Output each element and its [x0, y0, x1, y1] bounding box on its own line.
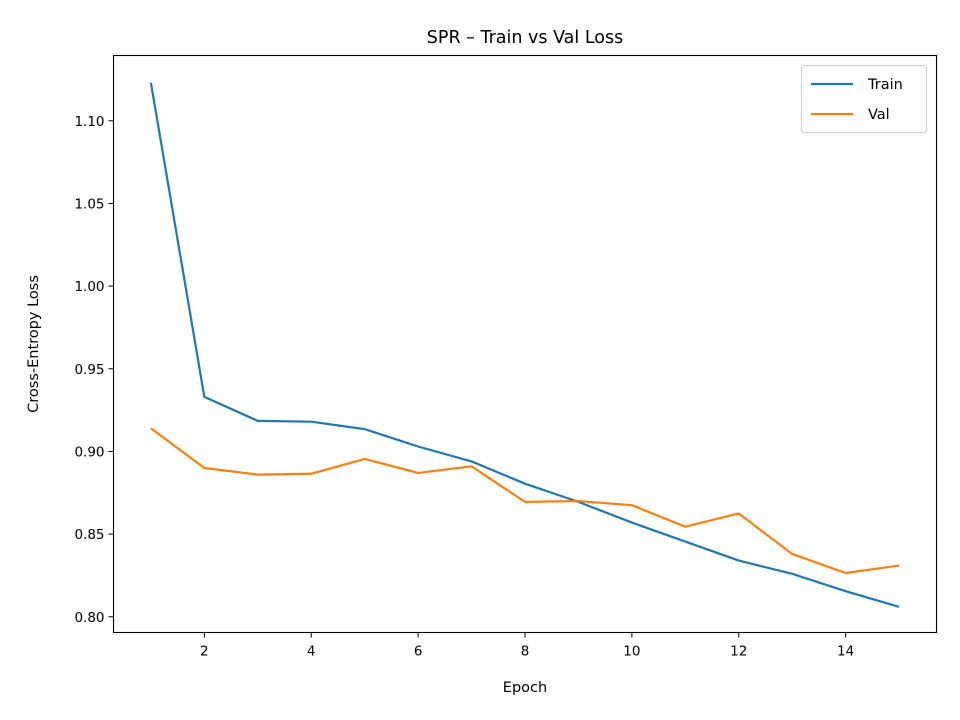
plot-series [149, 82, 900, 608]
x-axis: 2 4 6 8 10 12 14 [200, 632, 854, 660]
plot-area-frame [112, 54, 938, 634]
x-tick-label: 10 [623, 644, 640, 660]
y-tick-label: 0.85 [74, 527, 104, 543]
x-tick-label: 14 [837, 644, 854, 660]
x-axis-title: Epoch [503, 680, 547, 696]
legend-box [801, 65, 927, 133]
y-tick-label: 1.00 [74, 279, 104, 295]
chart-title: SPR – Train vs Val Loss [427, 28, 623, 48]
y-tick-label: 1.05 [74, 196, 104, 212]
legend: Train Val [801, 65, 927, 133]
x-tick-label: 8 [521, 644, 530, 660]
y-axis: 0.80 0.85 0.90 0.95 1.00 1.05 1.10 [74, 114, 114, 626]
y-tick-label: 0.95 [74, 362, 104, 378]
x-tick-label: 6 [414, 644, 423, 660]
x-tick-label: 4 [307, 644, 316, 660]
legend-label-train: Train [867, 77, 903, 93]
x-tick-label: 2 [200, 644, 209, 660]
series-line-val [150, 427, 900, 575]
y-tick-label: 0.90 [74, 444, 104, 460]
series-line-train [149, 82, 900, 608]
legend-label-val: Val [868, 107, 890, 123]
y-tick-label: 0.80 [74, 610, 104, 626]
x-tick-label: 12 [730, 644, 747, 660]
y-tick-label: 1.10 [74, 114, 104, 130]
y-axis-title: Cross-Entropy Loss [26, 275, 42, 413]
